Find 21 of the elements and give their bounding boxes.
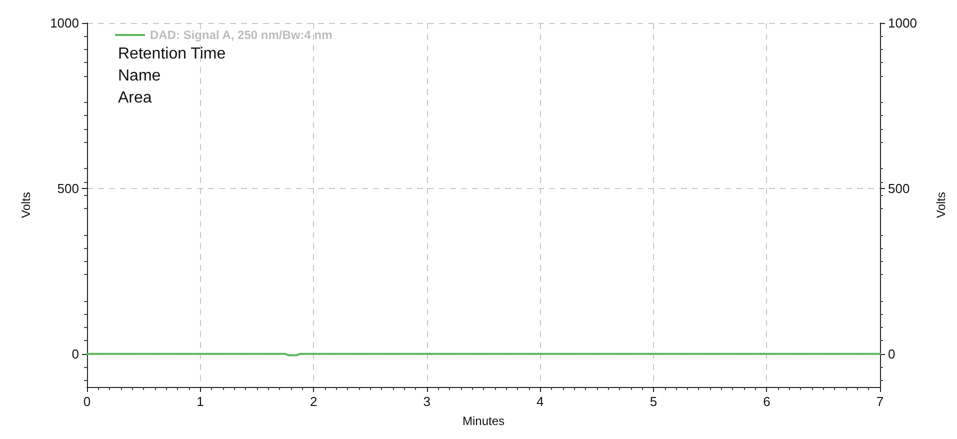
y2-axis-title: Volts xyxy=(934,192,948,218)
x-tick-label: 1 xyxy=(196,394,204,409)
y-tick-label: 1000 xyxy=(50,16,79,30)
x-tick-label: 3 xyxy=(423,394,430,409)
annotation: Name xyxy=(118,68,161,84)
annotation: Retention Time xyxy=(118,46,226,62)
x-tick-label: 0 xyxy=(83,394,91,409)
y2-tick-label: 0 xyxy=(888,346,896,362)
x-tick-label: 5 xyxy=(650,394,658,409)
y2-tick-label: 500 xyxy=(888,180,910,196)
x-tick-label: 4 xyxy=(536,394,544,409)
annotation: Area xyxy=(118,90,152,106)
y-tick-label: 500 xyxy=(57,180,79,196)
x-axis-title: Minutes xyxy=(462,414,505,428)
y-axis-title: Volts xyxy=(19,192,33,218)
x-tick-label: 7 xyxy=(876,394,884,409)
x-tick-label: 2 xyxy=(310,394,318,409)
x-tick-label: 6 xyxy=(763,394,770,409)
legend-label: DAD: Signal A, 250 nm/Bw:4 nm xyxy=(150,28,332,42)
y2-tick-label: 1000 xyxy=(888,16,917,30)
y-tick-label: 0 xyxy=(72,346,79,362)
